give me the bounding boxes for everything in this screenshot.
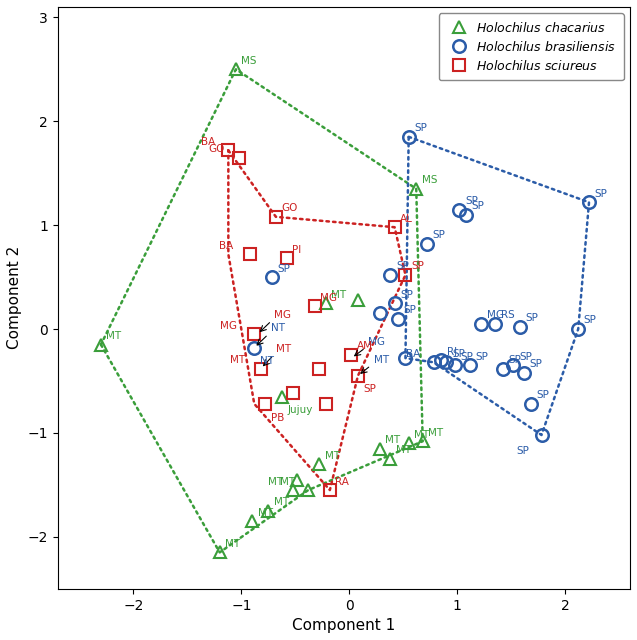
Text: MG: MG [220, 321, 236, 331]
Text: SP: SP [519, 352, 532, 362]
Text: AL: AL [400, 214, 413, 223]
Text: SP: SP [508, 355, 521, 365]
Text: SP: SP [403, 305, 417, 315]
Text: SP: SP [530, 359, 543, 369]
Text: PB: PB [271, 413, 284, 422]
Text: MT: MT [257, 508, 273, 518]
Text: MS: MS [241, 56, 257, 66]
Text: RS: RS [501, 310, 514, 320]
Text: MT: MT [331, 289, 347, 300]
Text: SP: SP [536, 390, 549, 400]
Text: MT: MT [374, 355, 389, 365]
Text: AM: AM [357, 342, 373, 351]
X-axis label: Component 1: Component 1 [292, 618, 396, 633]
Text: MT: MT [268, 477, 283, 486]
Text: MG: MG [368, 337, 385, 347]
Text: SP: SP [433, 230, 445, 240]
Text: SP: SP [414, 124, 427, 133]
Text: GO: GO [282, 204, 297, 213]
Text: MG: MG [275, 310, 291, 320]
Text: SP: SP [476, 352, 489, 362]
Text: BA: BA [219, 241, 234, 251]
Text: SP: SP [461, 352, 473, 362]
Text: SP: SP [277, 264, 290, 273]
Text: MT: MT [414, 430, 429, 440]
Text: GO: GO [208, 144, 225, 154]
Text: MT: MT [280, 477, 296, 486]
Text: SP: SP [526, 314, 538, 323]
Text: MG: MG [487, 310, 504, 320]
Text: SP: SP [364, 385, 376, 394]
Text: SP: SP [471, 201, 484, 211]
Text: SP: SP [583, 316, 597, 326]
Text: PI: PI [292, 245, 301, 255]
Text: SP: SP [452, 349, 465, 359]
Text: NT: NT [260, 356, 274, 366]
Text: BA: BA [406, 349, 420, 359]
Text: RJ: RJ [447, 347, 457, 356]
Text: SP: SP [400, 289, 413, 300]
Text: MS: MS [422, 175, 437, 185]
Text: MT: MT [396, 445, 411, 455]
Text: MT: MT [325, 451, 340, 461]
Text: SP: SP [594, 189, 608, 198]
Text: SP: SP [517, 447, 529, 456]
Text: MT: MT [106, 331, 122, 341]
Text: MT: MT [225, 539, 240, 549]
Text: RA: RA [336, 477, 349, 486]
Legend: $\it{Holochilus}$ $\it{chacarius}$, $\it{Holochilus}$ $\it{brasiliensis}$, $\it{: $\it{Holochilus}$ $\it{chacarius}$, $\it… [439, 13, 624, 80]
Text: NT: NT [271, 323, 285, 333]
Text: MT: MT [230, 355, 245, 365]
Text: Jujuy: Jujuy [288, 405, 313, 415]
Text: MG: MG [320, 292, 337, 303]
Text: BA: BA [201, 137, 215, 147]
Text: SP: SP [396, 262, 409, 271]
Text: SP: SP [465, 196, 478, 206]
Text: MT: MT [276, 344, 292, 354]
Y-axis label: Component 2: Component 2 [7, 246, 22, 349]
Text: SP: SP [411, 262, 424, 271]
Text: MT: MT [274, 497, 289, 508]
Text: MT: MT [385, 435, 400, 445]
Text: MT: MT [428, 428, 443, 438]
